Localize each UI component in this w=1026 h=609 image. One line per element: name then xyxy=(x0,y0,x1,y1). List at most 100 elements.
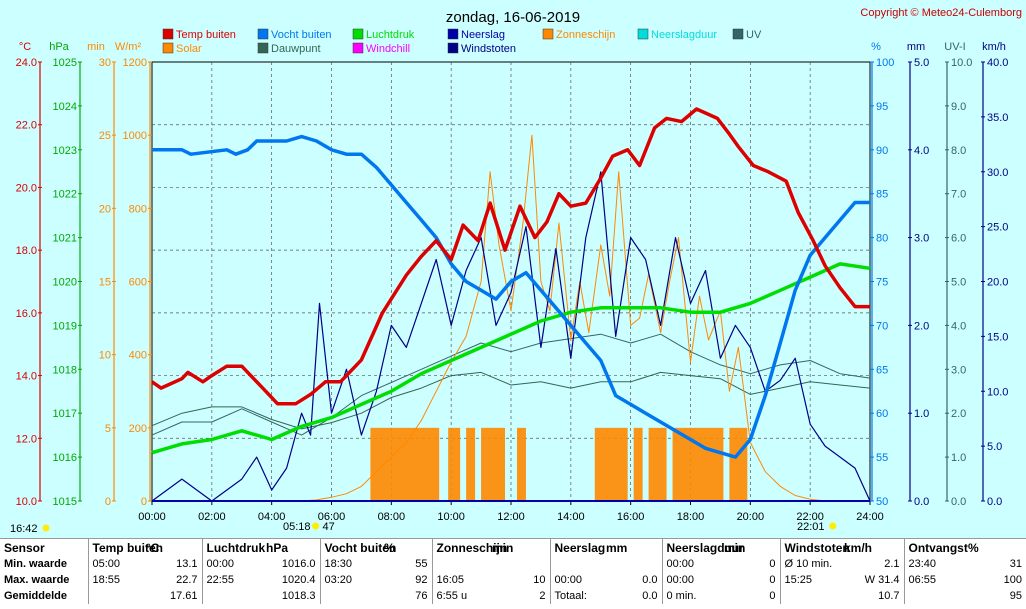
tick-label-temp: 22.0 xyxy=(16,120,37,132)
stats-cell-time: 22:55 xyxy=(201,572,262,588)
series-line-uv xyxy=(151,333,871,436)
tick-label-uv: 7.0 xyxy=(951,189,966,201)
tick-label-humidity: 60 xyxy=(876,408,888,420)
x-tick-label: 06:00 xyxy=(318,511,346,523)
stats-table: Sensor Temp buiten °C Luchtdruk hPa Vocht bui… xyxy=(0,538,1026,609)
stats-header-label: Windstoten xyxy=(779,539,850,556)
legend-label: Temp buiten xyxy=(176,29,236,41)
stats-cell-value: 1020.4 xyxy=(281,574,316,586)
unit-label-temp: °C xyxy=(19,41,31,53)
x-tick-label: 14:00 xyxy=(557,511,585,523)
unit-label-rain: mm xyxy=(907,41,925,53)
tick-label-rain: 5.0 xyxy=(914,57,929,69)
sunshine-bar xyxy=(594,427,628,501)
tick-label-rain: 2.0 xyxy=(914,320,929,332)
stats-cell-time: 05:00 xyxy=(87,556,142,572)
tick-label-uv: 6.0 xyxy=(951,233,966,245)
legend-swatch xyxy=(637,28,649,40)
tick-label-minutes: 0 xyxy=(105,496,111,508)
sunshine-bar xyxy=(633,427,643,501)
stats-header-unit: °C xyxy=(146,540,160,555)
stats-cell-time xyxy=(431,556,488,572)
stats-cell-time: 23:40 xyxy=(903,556,964,572)
sunshine-bars xyxy=(370,427,748,501)
legend-swatch xyxy=(257,28,269,40)
stats-header-unit: mm xyxy=(606,540,628,555)
tick-label-humidity: 55 xyxy=(876,452,888,464)
legend-label: Windchill xyxy=(366,43,410,55)
sunset-icon xyxy=(829,522,837,530)
tick-label-humidity: 80 xyxy=(876,233,888,245)
tick-label-rain: 4.0 xyxy=(914,145,929,157)
tick-label-solar: 600 xyxy=(129,277,147,289)
x-tick-label: 04:00 xyxy=(258,511,286,523)
tick-label-temp: 14.0 xyxy=(16,371,37,383)
tick-label-pressure: 1015 xyxy=(53,496,77,508)
tick-label-temp: 20.0 xyxy=(16,182,37,194)
sunshine-bar xyxy=(370,427,440,501)
legend-label: Dauwpunt xyxy=(271,43,321,55)
stats-cell-value: 2 xyxy=(539,590,546,602)
stats-cell-value: 0.0 xyxy=(642,590,658,602)
unit-label-minutes: min xyxy=(87,41,105,53)
legend-label: Neerslagduur xyxy=(651,29,717,41)
series-line-luchtdruk xyxy=(151,262,871,455)
legend-swatch xyxy=(542,28,554,40)
stats-header-label: Neerslagduur xyxy=(661,539,744,556)
sunshine-bar xyxy=(729,427,748,501)
stats-cell-time: Totaal: xyxy=(549,588,602,604)
tick-label-wind: 15.0 xyxy=(987,331,1008,343)
tick-label-wind: 35.0 xyxy=(987,112,1008,124)
stats-cell-value: 17.61 xyxy=(169,590,198,602)
stats-header-unit: % xyxy=(384,540,395,555)
tick-label-uv: 9.0 xyxy=(951,101,966,113)
tick-label-humidity: 90 xyxy=(876,145,888,157)
legend-swatch xyxy=(352,28,364,40)
unit-label-pressure: hPa xyxy=(49,41,69,53)
tick-label-temp: 24.0 xyxy=(16,57,37,69)
x-tick-label: 00:00 xyxy=(138,511,166,523)
tick-label-solar: 200 xyxy=(129,423,147,435)
x-tick-label: 20:00 xyxy=(737,511,765,523)
stats-cell-value: 76 xyxy=(415,590,428,602)
legend-label: Zonneschijn xyxy=(556,29,615,41)
sunrise-extra: 47 xyxy=(323,521,335,533)
tick-label-wind: 5.0 xyxy=(987,441,1002,453)
sunset-time: 22:01 xyxy=(797,521,825,533)
series-line-solar xyxy=(152,134,870,502)
stats-row-label: Min. waarde xyxy=(4,558,67,570)
series-line-dauwpunt xyxy=(151,371,871,430)
stats-header-label: Temp buiten xyxy=(87,539,163,556)
tick-label-temp: 16.0 xyxy=(16,308,37,320)
tick-label-uv: 8.0 xyxy=(951,145,966,157)
stats-cell-time: 18:55 xyxy=(87,572,142,588)
sun-info: 16:42 05:18 47 22:01 xyxy=(10,521,837,535)
stats-row: Min. waarde 05:00 13.1 00:00 1016.0 18:30 55 00… xyxy=(0,556,1026,572)
x-tick-label: 12:00 xyxy=(497,511,525,523)
legend-label: Solar xyxy=(176,43,202,55)
copyright-text: Copyright © Meteo24-Culemborg xyxy=(860,7,1022,19)
tick-label-pressure: 1017 xyxy=(53,408,77,420)
series-line-temp-buiten xyxy=(150,107,870,406)
sunshine-bar xyxy=(448,427,461,501)
stats-header-unit: hPa xyxy=(266,540,289,555)
legend-swatch xyxy=(352,42,364,54)
stats-cell-time xyxy=(319,588,380,604)
tick-label-pressure: 1021 xyxy=(53,233,77,245)
tick-label-rain: 1.0 xyxy=(914,408,929,420)
tick-label-pressure: 1020 xyxy=(53,277,77,289)
tick-label-minutes: 10 xyxy=(99,350,111,362)
tick-label-solar: 0 xyxy=(141,496,147,508)
unit-label-wind: km/h xyxy=(982,41,1006,53)
unit-label-humidity: % xyxy=(871,41,881,53)
stats-cell-value xyxy=(488,556,550,572)
chart-title: zondag, 16-06-2019 xyxy=(446,9,580,26)
stats-cell-time: 15:25 xyxy=(779,572,840,588)
tick-label-uv: 10.0 xyxy=(951,57,972,69)
tick-label-humidity: 50 xyxy=(876,496,888,508)
tick-label-solar: 400 xyxy=(129,350,147,362)
stats-header-unit: % xyxy=(968,540,979,555)
first-light-time: 16:42 xyxy=(10,523,38,535)
stats-cell-time: 03:20 xyxy=(319,572,380,588)
tick-label-rain: 3.0 xyxy=(914,233,929,245)
